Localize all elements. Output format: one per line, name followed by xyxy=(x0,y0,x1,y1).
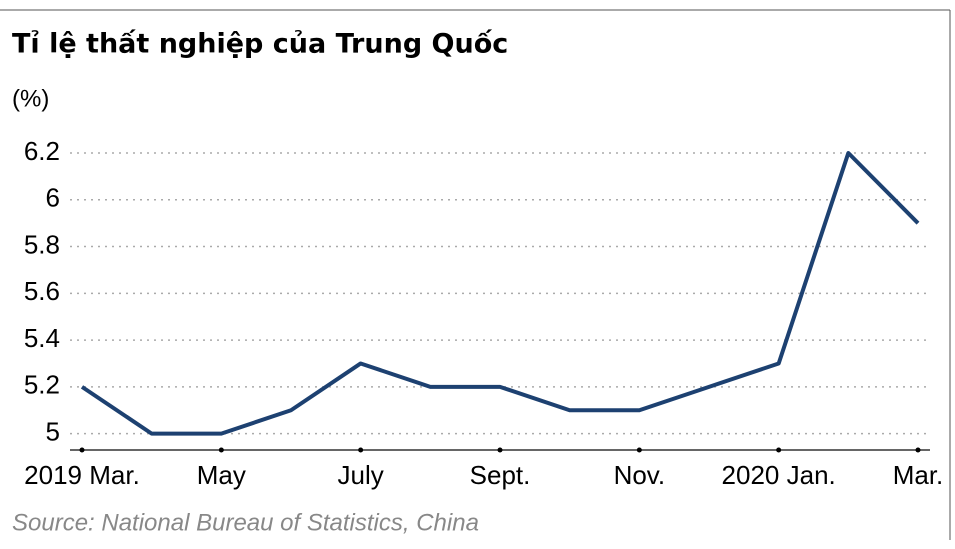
y-tick-label: 5.8 xyxy=(24,229,60,259)
x-tick-label: Nov. xyxy=(614,460,666,490)
x-tick xyxy=(497,447,503,453)
x-tick-label: May xyxy=(197,460,246,490)
y-tick-label: 5.6 xyxy=(24,276,60,306)
x-tick-label: July xyxy=(338,460,384,490)
x-tick-label: Sept. xyxy=(470,460,531,490)
y-tick-label: 6 xyxy=(46,183,60,213)
chart-title: Tỉ lệ thất nghiệp của Trung Quốc xyxy=(12,29,508,60)
line-series xyxy=(80,151,920,436)
x-tick xyxy=(218,447,224,453)
x-tick-label: 2019 Mar. xyxy=(24,460,140,490)
y-tick-label: 5 xyxy=(46,417,60,447)
source-note: Source: National Bureau of Statistics, C… xyxy=(12,509,479,536)
y-tick-label: 5.4 xyxy=(24,323,60,353)
x-tick xyxy=(776,447,782,453)
x-tick xyxy=(915,447,921,453)
y-axis-label: (%) xyxy=(12,85,49,112)
x-tick xyxy=(79,447,85,453)
y-tick-label: 5.2 xyxy=(24,370,60,400)
x-tick-label: Mar. xyxy=(893,460,944,490)
x-tick-label: 2020 Jan. xyxy=(722,460,836,490)
y-tick-label: 6.2 xyxy=(24,136,60,166)
x-tick xyxy=(358,447,364,453)
x-tick xyxy=(636,447,642,453)
